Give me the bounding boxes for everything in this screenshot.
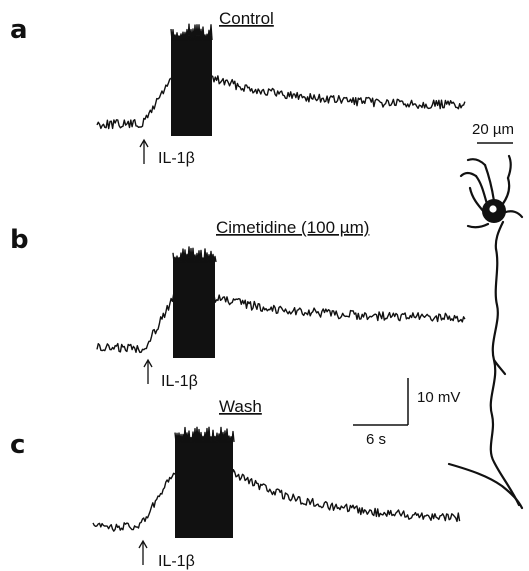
spike-peaks: [174, 426, 235, 443]
stimulus-label-b: IL-1β: [161, 373, 198, 390]
condition-label-cimetidine: Cimetidine (100 µm): [216, 218, 369, 237]
panel-letter-b: b: [10, 225, 29, 255]
stimulus-label-c: IL-1β: [158, 553, 195, 570]
membrane-potential-trace: [92, 466, 461, 532]
panel-letter-c: c: [10, 430, 25, 460]
trace-panel-c: [92, 426, 461, 538]
stimulus-arrow-c: [138, 539, 148, 565]
time-voltage-scale-bar: [353, 378, 409, 426]
spike-burst: [175, 438, 233, 538]
image-scale-label: 20 µm: [472, 121, 514, 138]
voltage-scale-label: 10 mV: [417, 389, 460, 406]
time-scale-label: 6 s: [366, 431, 386, 448]
stimulus-arrow-b: [143, 358, 153, 384]
spike-burst: [173, 258, 215, 358]
spike-burst: [171, 36, 212, 136]
membrane-potential-trace: [96, 72, 466, 130]
stimulus-arrow-a: [139, 138, 149, 164]
membrane-potential-trace: [96, 293, 466, 354]
panel-letter-a: a: [10, 15, 28, 45]
neuron-drawing: [447, 154, 524, 510]
spike-peaks: [172, 246, 217, 263]
trace-panel-b: [96, 246, 466, 358]
trace-panel-a: [96, 23, 466, 136]
condition-label-control: Control: [219, 9, 274, 28]
stimulus-label-a: IL-1β: [158, 150, 195, 167]
condition-label-wash: Wash: [219, 397, 262, 416]
spike-peaks: [170, 23, 213, 41]
